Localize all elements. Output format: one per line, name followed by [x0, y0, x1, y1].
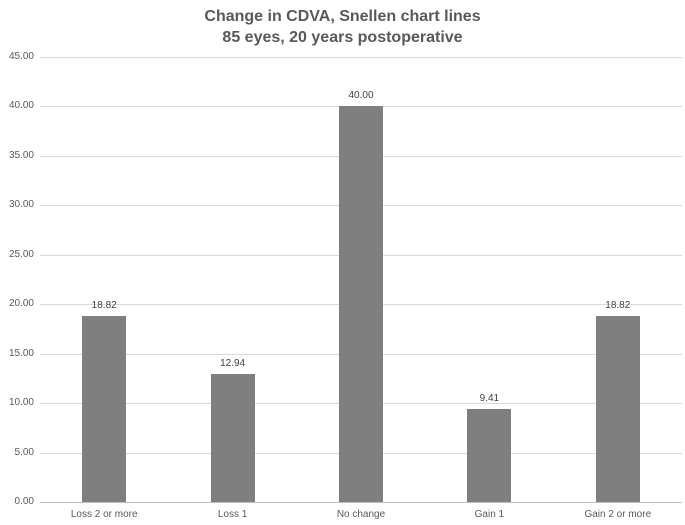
y-axis-tick-label: 45.00 [8, 51, 34, 62]
bar-value-label: 18.82 [605, 299, 631, 311]
bar [595, 315, 640, 502]
x-axis-category-label: Loss 2 or more [70, 509, 138, 520]
bar-value-label: 18.82 [91, 299, 117, 311]
bar [467, 408, 512, 502]
y-axis-tick-label: 25.00 [8, 248, 34, 260]
y-axis-tick-label: 10.00 [8, 397, 34, 409]
y-axis-tick-label: 5.00 [14, 446, 34, 458]
chart-title-line1: Change in CDVA, Snellen chart lines [204, 8, 481, 25]
x-axis-category-label: Gain 1 [474, 509, 505, 520]
y-axis-tick-label: 20.00 [8, 298, 34, 310]
bar-value-label: 12.94 [220, 358, 246, 370]
x-axis-line [40, 502, 682, 503]
y-axis-tick-label: 35.00 [8, 149, 34, 161]
bar [339, 106, 383, 502]
bar-value-label: 40.00 [348, 90, 374, 102]
bar [210, 374, 255, 502]
y-axis-tick-label: 15.00 [8, 347, 34, 359]
chart-title-line2: 85 eyes, 20 years postoperative [222, 29, 463, 46]
bar [82, 315, 127, 502]
x-axis-category-label: No change [336, 509, 386, 520]
bar-value-label: 9.41 [479, 392, 500, 404]
y-axis-tick-label: 0.00 [14, 496, 34, 507]
x-axis-category-label: Loss 1 [217, 509, 248, 520]
y-axis-tick-label: 40.00 [8, 100, 34, 112]
gridline [40, 57, 682, 58]
chart-title: Change in CDVA, Snellen chart lines 85 e… [0, 6, 685, 48]
x-axis-category-label: Gain 2 or more [584, 509, 652, 520]
plot-area: 18.82 12.94 40.00 9.41 18.82 [40, 57, 682, 503]
y-axis-tick-label: 30.00 [8, 199, 34, 211]
